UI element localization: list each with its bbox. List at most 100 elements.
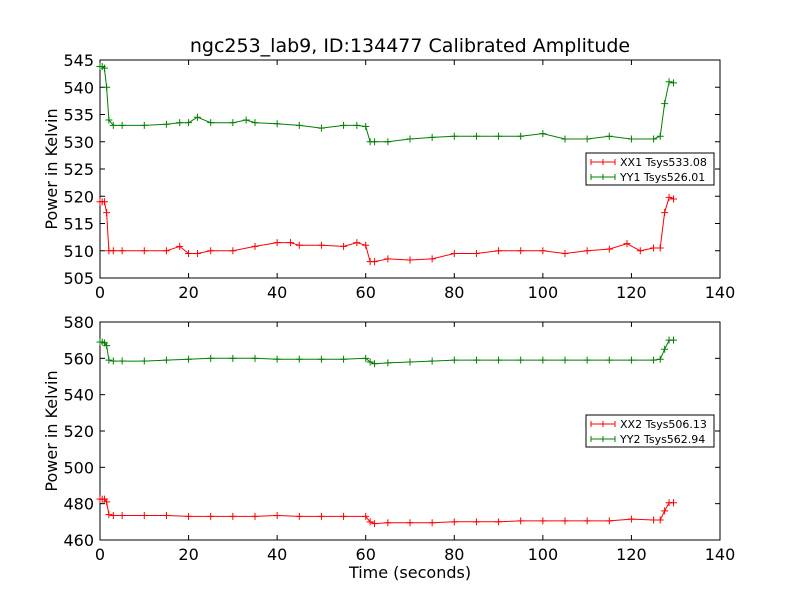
x-tick-label: 60	[356, 545, 376, 564]
data-point	[605, 356, 613, 364]
data-point	[428, 357, 436, 365]
y-tick-label: 530	[63, 133, 94, 152]
data-point	[650, 516, 658, 524]
top-subplot: 0 20 40 60 80 100 120 140 505 510 515 520 525 530 535 5…	[42, 51, 735, 302]
y-tick-label: 505	[63, 269, 94, 288]
data-point	[561, 356, 569, 364]
data-point	[273, 120, 281, 128]
data-point	[583, 135, 591, 143]
x-tick-label: 60	[356, 283, 376, 302]
data-point	[103, 209, 111, 217]
y-axis-label: Power in Kelvin	[42, 370, 61, 491]
data-point	[251, 512, 259, 520]
y-tick-label: 520	[63, 187, 94, 206]
data-point	[317, 124, 325, 132]
data-point	[623, 240, 631, 248]
legend-box	[585, 152, 715, 186]
data-point	[162, 356, 170, 364]
data-point	[103, 498, 111, 506]
data-point	[450, 249, 458, 257]
data-point	[118, 511, 126, 519]
data-point	[661, 507, 669, 515]
data-point	[627, 356, 635, 364]
y-tick-label: 580	[63, 313, 94, 332]
data-point	[517, 247, 525, 255]
data-point	[650, 135, 658, 143]
y-tick-label: 525	[63, 160, 94, 179]
data-point	[495, 132, 503, 140]
data-point	[229, 247, 237, 255]
data-point	[450, 356, 458, 364]
data-point	[472, 518, 480, 526]
data-point	[670, 336, 677, 344]
data-point	[583, 517, 591, 525]
data-point	[406, 135, 414, 143]
y-tick-label: 510	[63, 242, 94, 261]
data-point	[340, 512, 348, 520]
data-point	[539, 356, 547, 364]
x-tick-label: 80	[444, 545, 464, 564]
data-point	[406, 256, 414, 264]
data-point	[340, 355, 348, 363]
data-point	[406, 358, 414, 366]
legend-label: XX2 Tsys506.13	[620, 418, 707, 431]
data-point	[670, 195, 677, 203]
data-point	[317, 512, 325, 520]
x-tick-label: 140	[705, 545, 736, 564]
data-point	[371, 360, 379, 368]
chart-title: ngc253_lab9, ID:134477 Calibrated Amplit…	[190, 35, 630, 57]
legend-marker	[590, 436, 616, 442]
data-point	[384, 138, 392, 146]
data-point	[109, 511, 117, 519]
data-point	[317, 241, 325, 249]
data-point	[665, 78, 673, 86]
data-point	[583, 247, 591, 255]
data-point	[105, 116, 113, 124]
data-point	[627, 135, 635, 143]
data-point	[100, 198, 108, 206]
x-tick-label: 40	[267, 545, 287, 564]
data-point	[207, 512, 215, 520]
data-point	[656, 132, 664, 140]
data-point	[661, 100, 669, 108]
series-line	[100, 66, 674, 143]
data-point	[109, 357, 117, 365]
data-point	[472, 132, 480, 140]
data-point	[450, 518, 458, 526]
data-point	[561, 517, 569, 525]
y-tick-label: 500	[63, 458, 94, 477]
x-tick-label: 120	[616, 283, 647, 302]
y-tick-label: 540	[63, 78, 94, 97]
y-tick-label: 520	[63, 422, 94, 441]
x-tick-label: 20	[178, 283, 198, 302]
legend-label: XX1 Tsys533.08	[620, 156, 707, 169]
series-line	[100, 196, 674, 263]
data-point	[384, 359, 392, 367]
x-tick-label: 140	[705, 283, 736, 302]
data-point	[561, 135, 569, 143]
data-point	[428, 255, 436, 263]
data-point	[539, 517, 547, 525]
data-point	[176, 119, 184, 127]
data-point	[229, 354, 237, 362]
y-tick-label: 480	[63, 495, 94, 514]
data-point	[109, 247, 117, 255]
y-tick-label: 460	[63, 531, 94, 550]
y-tick-label: 540	[63, 386, 94, 405]
data-point	[539, 247, 547, 255]
data-point	[428, 133, 436, 141]
y-tick-label: 560	[63, 349, 94, 368]
data-point	[185, 355, 193, 363]
x-tick-label: 80	[444, 283, 464, 302]
x-tick-label: 100	[528, 545, 559, 564]
legend-label: YY2 Tsys562.94	[619, 433, 705, 446]
data-point	[371, 258, 379, 266]
data-point	[185, 249, 193, 257]
data-point	[118, 357, 126, 365]
data-point	[371, 138, 379, 146]
data-point	[627, 515, 635, 523]
data-point	[656, 244, 664, 252]
x-tick-label: 0	[95, 545, 105, 564]
data-point	[118, 247, 126, 255]
